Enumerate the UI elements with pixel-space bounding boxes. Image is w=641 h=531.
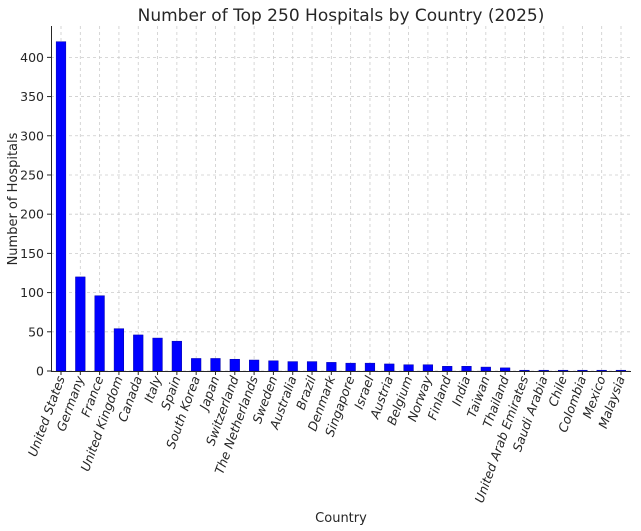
bar-italy [152, 337, 163, 372]
bar-germany [75, 276, 86, 372]
bars [55, 41, 627, 372]
bar-thailand [500, 367, 511, 372]
bar-singapore [345, 362, 356, 372]
bar-brazil [306, 361, 318, 372]
bar-united-states [55, 41, 67, 372]
y-axis-label: Number of Hospitals [6, 132, 21, 265]
bar-australia [287, 361, 298, 372]
grid-lines [51, 26, 631, 372]
bar-belgium [403, 364, 414, 372]
y-tick-label: 50 [28, 324, 44, 339]
y-tick-label: 150 [20, 246, 44, 261]
bar-finland [442, 366, 453, 372]
bar-colombia [577, 369, 588, 372]
bar-saudi-arabia [538, 369, 549, 372]
y-tick-label: 300 [20, 128, 44, 143]
bar-india [461, 366, 472, 372]
bar-sweden [268, 360, 279, 372]
y-tick-label: 200 [20, 207, 44, 222]
bar-spain [171, 340, 182, 372]
y-tick-label: 400 [20, 50, 44, 65]
y-tick-label: 350 [20, 89, 44, 104]
bar-switzerland [229, 358, 240, 372]
y-tick-label: 100 [20, 285, 44, 300]
bar-mexico [596, 369, 607, 372]
bar-taiwan [480, 366, 491, 372]
bar-united-arab-emirates [519, 369, 530, 372]
bar-japan [210, 358, 221, 372]
bar-canada [133, 334, 144, 372]
bar-denmark [326, 362, 337, 372]
bar-israel [364, 362, 376, 372]
bar-united-kingdom [113, 328, 125, 372]
bar-the-netherlands [249, 359, 260, 372]
bar-chile [557, 369, 569, 372]
bar-austria [384, 363, 395, 372]
y-axis-ticks: 0 50 100 150 200 250 300 350 400 [20, 50, 51, 379]
y-tick-label: 0 [36, 364, 44, 379]
y-tick-label: 250 [20, 167, 44, 182]
x-axis-label: Country [315, 511, 367, 526]
bar-france [94, 295, 105, 372]
bar-norway [422, 364, 433, 372]
chart-title: Number of Top 250 Hospitals by Country (… [138, 6, 545, 26]
bar-malaysia [615, 369, 627, 372]
bar-south-korea [191, 358, 202, 372]
